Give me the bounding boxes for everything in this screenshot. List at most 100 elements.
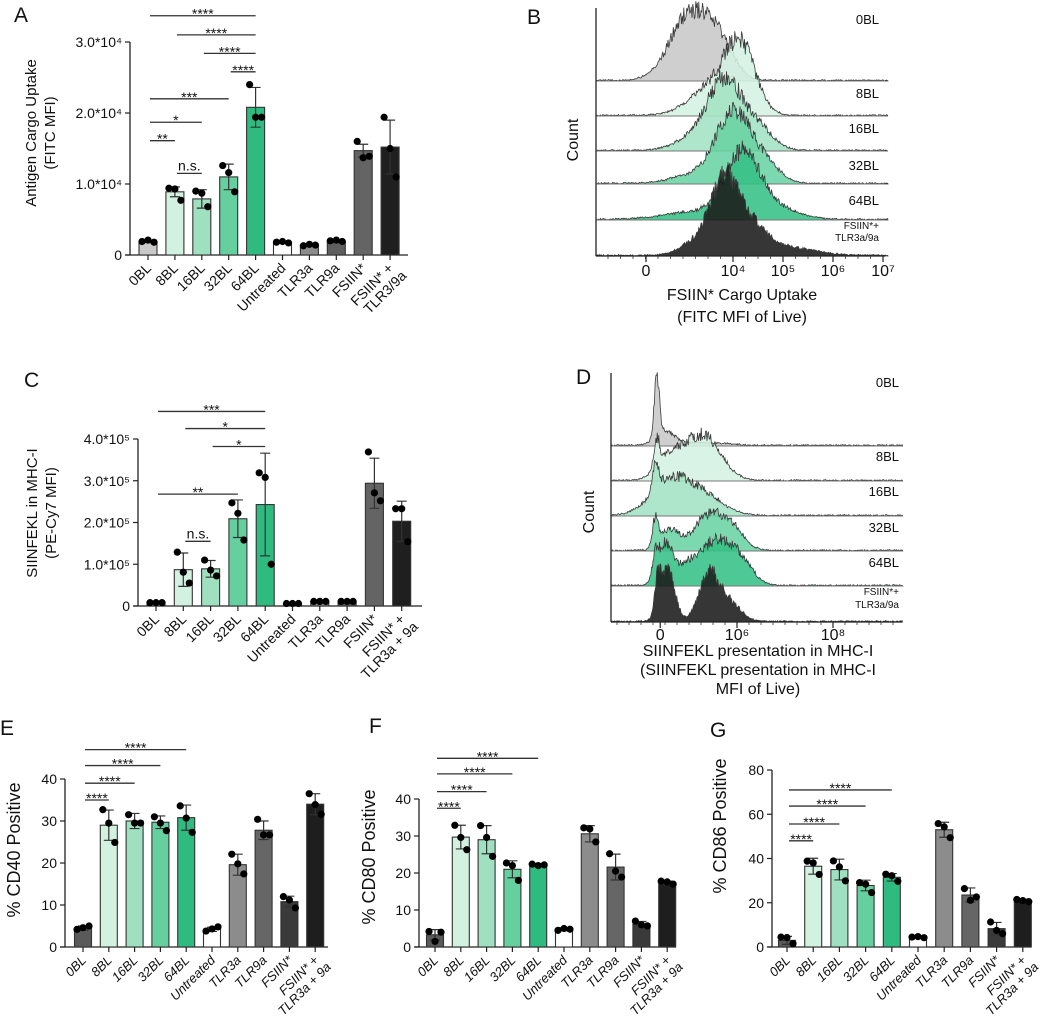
x-axis-label: (FITC MFI of Live): [677, 309, 807, 326]
category-label: 32BL: [210, 611, 245, 646]
data-point: [208, 925, 216, 933]
data-point: [803, 857, 811, 865]
data-point: [483, 833, 491, 842]
data-point: [612, 867, 620, 875]
data-point: [279, 893, 287, 901]
y-axis-label: % CD40 Positive: [4, 782, 24, 917]
y-tick-label: 0: [114, 247, 122, 263]
data-point: [125, 811, 133, 819]
category-label: FSIIN* +TLR3a + 9a: [265, 950, 334, 1019]
panel-letter: F: [369, 715, 382, 738]
category-label: FSIIN* +TLR3a + 9a: [347, 608, 421, 682]
data-point: [862, 880, 870, 888]
bar-1: [451, 836, 470, 948]
y-axis-label: Count: [581, 490, 598, 533]
row-label: 64BL: [849, 193, 879, 208]
data-point: [364, 448, 372, 456]
y-tick-label: 10: [41, 897, 57, 913]
data-point: [451, 821, 459, 829]
data-point: [586, 825, 594, 833]
data-point: [173, 548, 181, 556]
x-tick-label: 32BL: [840, 953, 872, 985]
data-point: [353, 137, 361, 145]
y-tick-label: 3.0*10⁵: [84, 473, 130, 489]
data-point: [392, 505, 400, 513]
y-tick-label: 4.0*10⁵: [84, 431, 130, 447]
y-axis-label: Antigen Cargo Uptake: [23, 59, 40, 207]
data-point: [291, 904, 299, 912]
significance-label: ****: [451, 782, 473, 798]
data-point: [631, 917, 640, 925]
data-point: [777, 933, 785, 941]
category-label: 32BL: [134, 953, 166, 985]
x-tick-label: 16BL: [461, 953, 493, 985]
bar-4: [177, 817, 196, 948]
data-point: [508, 862, 516, 870]
data-point: [934, 819, 942, 828]
x-tick-label: 10⁶: [821, 263, 845, 280]
x-tick-label: 16BL: [813, 953, 845, 985]
data-point: [349, 597, 357, 606]
bar-9: [1013, 899, 1032, 948]
histogram-5: [595, 162, 889, 257]
data-point: [260, 831, 268, 839]
data-point: [972, 893, 981, 901]
significance-label: ****: [477, 748, 499, 764]
data-point: [868, 888, 876, 897]
category-label-line: 32BL: [210, 611, 245, 646]
data-point: [463, 846, 471, 854]
x-tick-label: FSIIN* +TLR3a + 9a: [265, 950, 334, 1019]
category-label: FSIIN* +TLR3a + 9a: [973, 950, 1042, 1019]
data-point: [214, 923, 222, 931]
data-point: [185, 579, 193, 587]
data-point: [162, 827, 170, 835]
error-bar: [369, 457, 380, 509]
data-point: [966, 896, 975, 904]
significance-label: ****: [112, 756, 134, 772]
category-label-line: 16BL: [182, 611, 217, 646]
significance-label: ****: [790, 831, 812, 847]
y-axis-label: % CD86 Positive: [710, 758, 730, 893]
data-point: [261, 473, 269, 482]
data-point: [317, 810, 325, 818]
data-point: [202, 927, 210, 935]
histogram-2: [610, 459, 904, 517]
data-point: [554, 926, 562, 934]
data-point: [294, 599, 303, 608]
data-point: [192, 187, 200, 195]
data-point: [213, 572, 221, 580]
x-tick-label: 16BL: [182, 611, 217, 646]
data-point: [188, 828, 196, 836]
y-tick-label: 0: [756, 939, 764, 955]
bar-9: [658, 882, 677, 948]
data-point: [566, 925, 574, 933]
data-point: [841, 877, 850, 885]
x-tick-label: 0: [656, 627, 665, 644]
significance-label: *: [236, 437, 242, 453]
data-point: [534, 862, 542, 870]
data-point: [404, 538, 412, 546]
row-label: TLR3a/9a: [855, 600, 899, 611]
bar-4: [882, 876, 901, 948]
data-point: [165, 184, 173, 192]
data-point: [343, 597, 351, 606]
data-point: [158, 599, 166, 607]
data-point: [815, 870, 823, 879]
category-label: 16BL: [813, 953, 845, 985]
data-point: [176, 802, 184, 810]
data-point: [137, 819, 145, 827]
data-point: [1013, 895, 1021, 904]
y-axis-label: (FITC MFI): [42, 96, 59, 169]
row-label: 32BL: [849, 158, 879, 173]
row-label: 8BL: [876, 449, 899, 464]
panel-letter: G: [710, 719, 726, 742]
x-axis-label: (SIINFEKL presentation in MHC-I: [640, 662, 876, 679]
x-tick-label: 0BL: [414, 953, 441, 980]
data-point: [228, 850, 236, 858]
x-tick-label: 0BL: [62, 953, 89, 980]
category-label: 0BL: [62, 953, 89, 980]
data-point: [502, 859, 510, 867]
data-point: [322, 597, 330, 606]
y-tick-label: 20: [748, 895, 764, 911]
